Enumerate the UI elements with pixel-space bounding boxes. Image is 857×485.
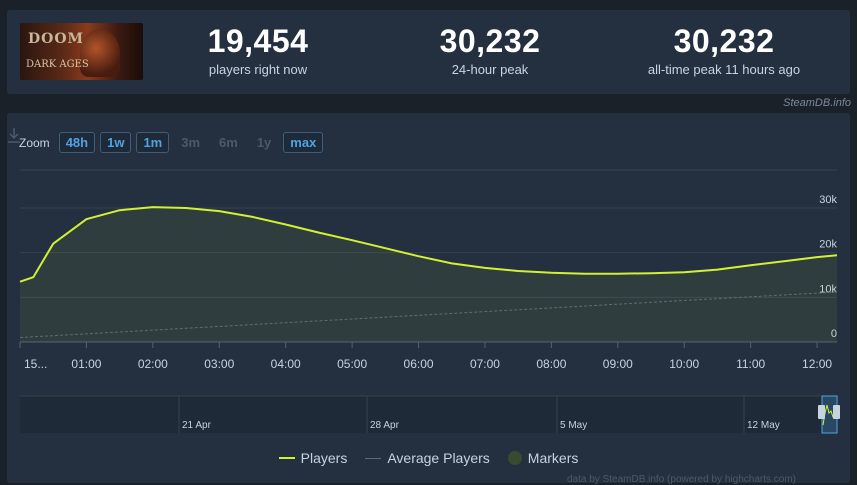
players-line bbox=[19, 206, 838, 283]
stats-bar: DOOM DARK AGES 19,454 players right now … bbox=[7, 10, 850, 94]
stat-24h-peak-label: 24-hour peak bbox=[451, 62, 529, 77]
navigator-date-label: 28 Apr bbox=[370, 420, 400, 431]
x-tick-label: 15... bbox=[24, 357, 47, 371]
x-tick-label: 01:00 bbox=[71, 357, 101, 371]
x-tick-label: 06:00 bbox=[404, 357, 434, 371]
chart-panel: Zoom 48h 1w 1m 3m 6m 1y max 010k20k30k 1… bbox=[7, 113, 850, 485]
x-tick-label: 07:00 bbox=[470, 357, 500, 371]
stat-24h-peak: 30,232 24-hour peak bbox=[415, 24, 565, 77]
player-chart[interactable]: 010k20k30k 15...01:0002:0003:0004:0005:0… bbox=[7, 113, 850, 443]
zoom-max-button[interactable]: max bbox=[283, 132, 324, 153]
zoom-6m-button[interactable]: 6m bbox=[219, 135, 238, 150]
legend-players-swatch bbox=[278, 457, 295, 459]
x-tick-label: 11:00 bbox=[736, 357, 765, 371]
average-players-line bbox=[19, 291, 838, 339]
game-logo-sub: DARK AGES bbox=[26, 59, 89, 70]
game-logo: DOOM bbox=[28, 31, 85, 47]
steamdb-credit[interactable]: SteamDB.info bbox=[783, 97, 851, 109]
navigator-background bbox=[20, 396, 837, 433]
x-tick-label: 02:00 bbox=[138, 357, 168, 371]
y-tick-label: 30k bbox=[819, 194, 837, 206]
zoom-48h-button[interactable]: 48h bbox=[58, 132, 96, 153]
zoom-controls: Zoom 48h 1w 1m 3m 6m 1y max bbox=[19, 132, 324, 153]
y-tick-label: 20k bbox=[819, 239, 837, 251]
legend-players[interactable]: Players bbox=[278, 450, 348, 466]
game-art-figure bbox=[80, 29, 120, 77]
stat-current: 19,454 players right now bbox=[188, 24, 328, 77]
x-tick-label: 04:00 bbox=[271, 357, 301, 371]
navigator: 21 Apr 28 Apr 5 May 12 May bbox=[20, 395, 840, 434]
zoom-1w-button[interactable]: 1w bbox=[100, 132, 132, 153]
x-tick-label: 05:00 bbox=[337, 357, 367, 371]
zoom-1m-button[interactable]: 1m bbox=[136, 132, 170, 153]
players-area bbox=[20, 207, 837, 342]
chart-footer-cutoff: data by SteamDB.info (powered by highcha… bbox=[567, 474, 796, 485]
legend-markers-swatch bbox=[507, 451, 522, 465]
legend-players-label: Players bbox=[300, 450, 348, 466]
zoom-1y-button[interactable]: 1y bbox=[256, 135, 272, 150]
x-tick-label: 12:00 bbox=[802, 357, 832, 371]
navigator-handle-left bbox=[818, 405, 825, 419]
legend-average-players[interactable]: Average Players bbox=[365, 450, 490, 466]
zoom-3m-button[interactable]: 3m bbox=[181, 135, 201, 150]
navigator-handle-right bbox=[833, 405, 840, 419]
x-tick-label: 03:00 bbox=[204, 357, 234, 371]
navigator-date-label: 21 Apr bbox=[182, 420, 212, 431]
stat-alltime-peak-value: 30,232 bbox=[673, 23, 775, 59]
chart-legend: Players Average Players Markers bbox=[7, 450, 850, 466]
stat-current-value: 19,454 bbox=[207, 23, 309, 59]
x-tick-label: 08:00 bbox=[536, 357, 566, 371]
x-tick-label: 09:00 bbox=[603, 357, 633, 371]
legend-markers[interactable]: Markers bbox=[507, 450, 579, 466]
legend-markers-label: Markers bbox=[527, 450, 579, 466]
legend-average-swatch bbox=[365, 457, 382, 459]
navigator-date-label: 12 May bbox=[747, 420, 780, 431]
x-axis-ticks: 15... 01:00 02:00 03:00 04:00 05:00 06:00 07:00… bbox=[19, 342, 832, 371]
y-tick-label: 0 bbox=[831, 328, 837, 340]
stat-alltime-peak: 30,232 all-time peak 11 hours ago bbox=[629, 24, 819, 77]
zoom-label: Zoom bbox=[19, 135, 50, 150]
x-tick-label: 10:00 bbox=[669, 357, 699, 371]
stat-alltime-peak-label: all-time peak 11 hours ago bbox=[647, 62, 801, 77]
download-icon[interactable] bbox=[7, 127, 21, 143]
stat-24h-peak-value: 30,232 bbox=[439, 23, 541, 59]
stat-current-label: players right now bbox=[208, 62, 308, 77]
legend-average-label: Average Players bbox=[387, 450, 490, 466]
navigator-date-label: 5 May bbox=[560, 420, 587, 431]
game-capsule-image[interactable]: DOOM DARK AGES bbox=[20, 23, 143, 80]
